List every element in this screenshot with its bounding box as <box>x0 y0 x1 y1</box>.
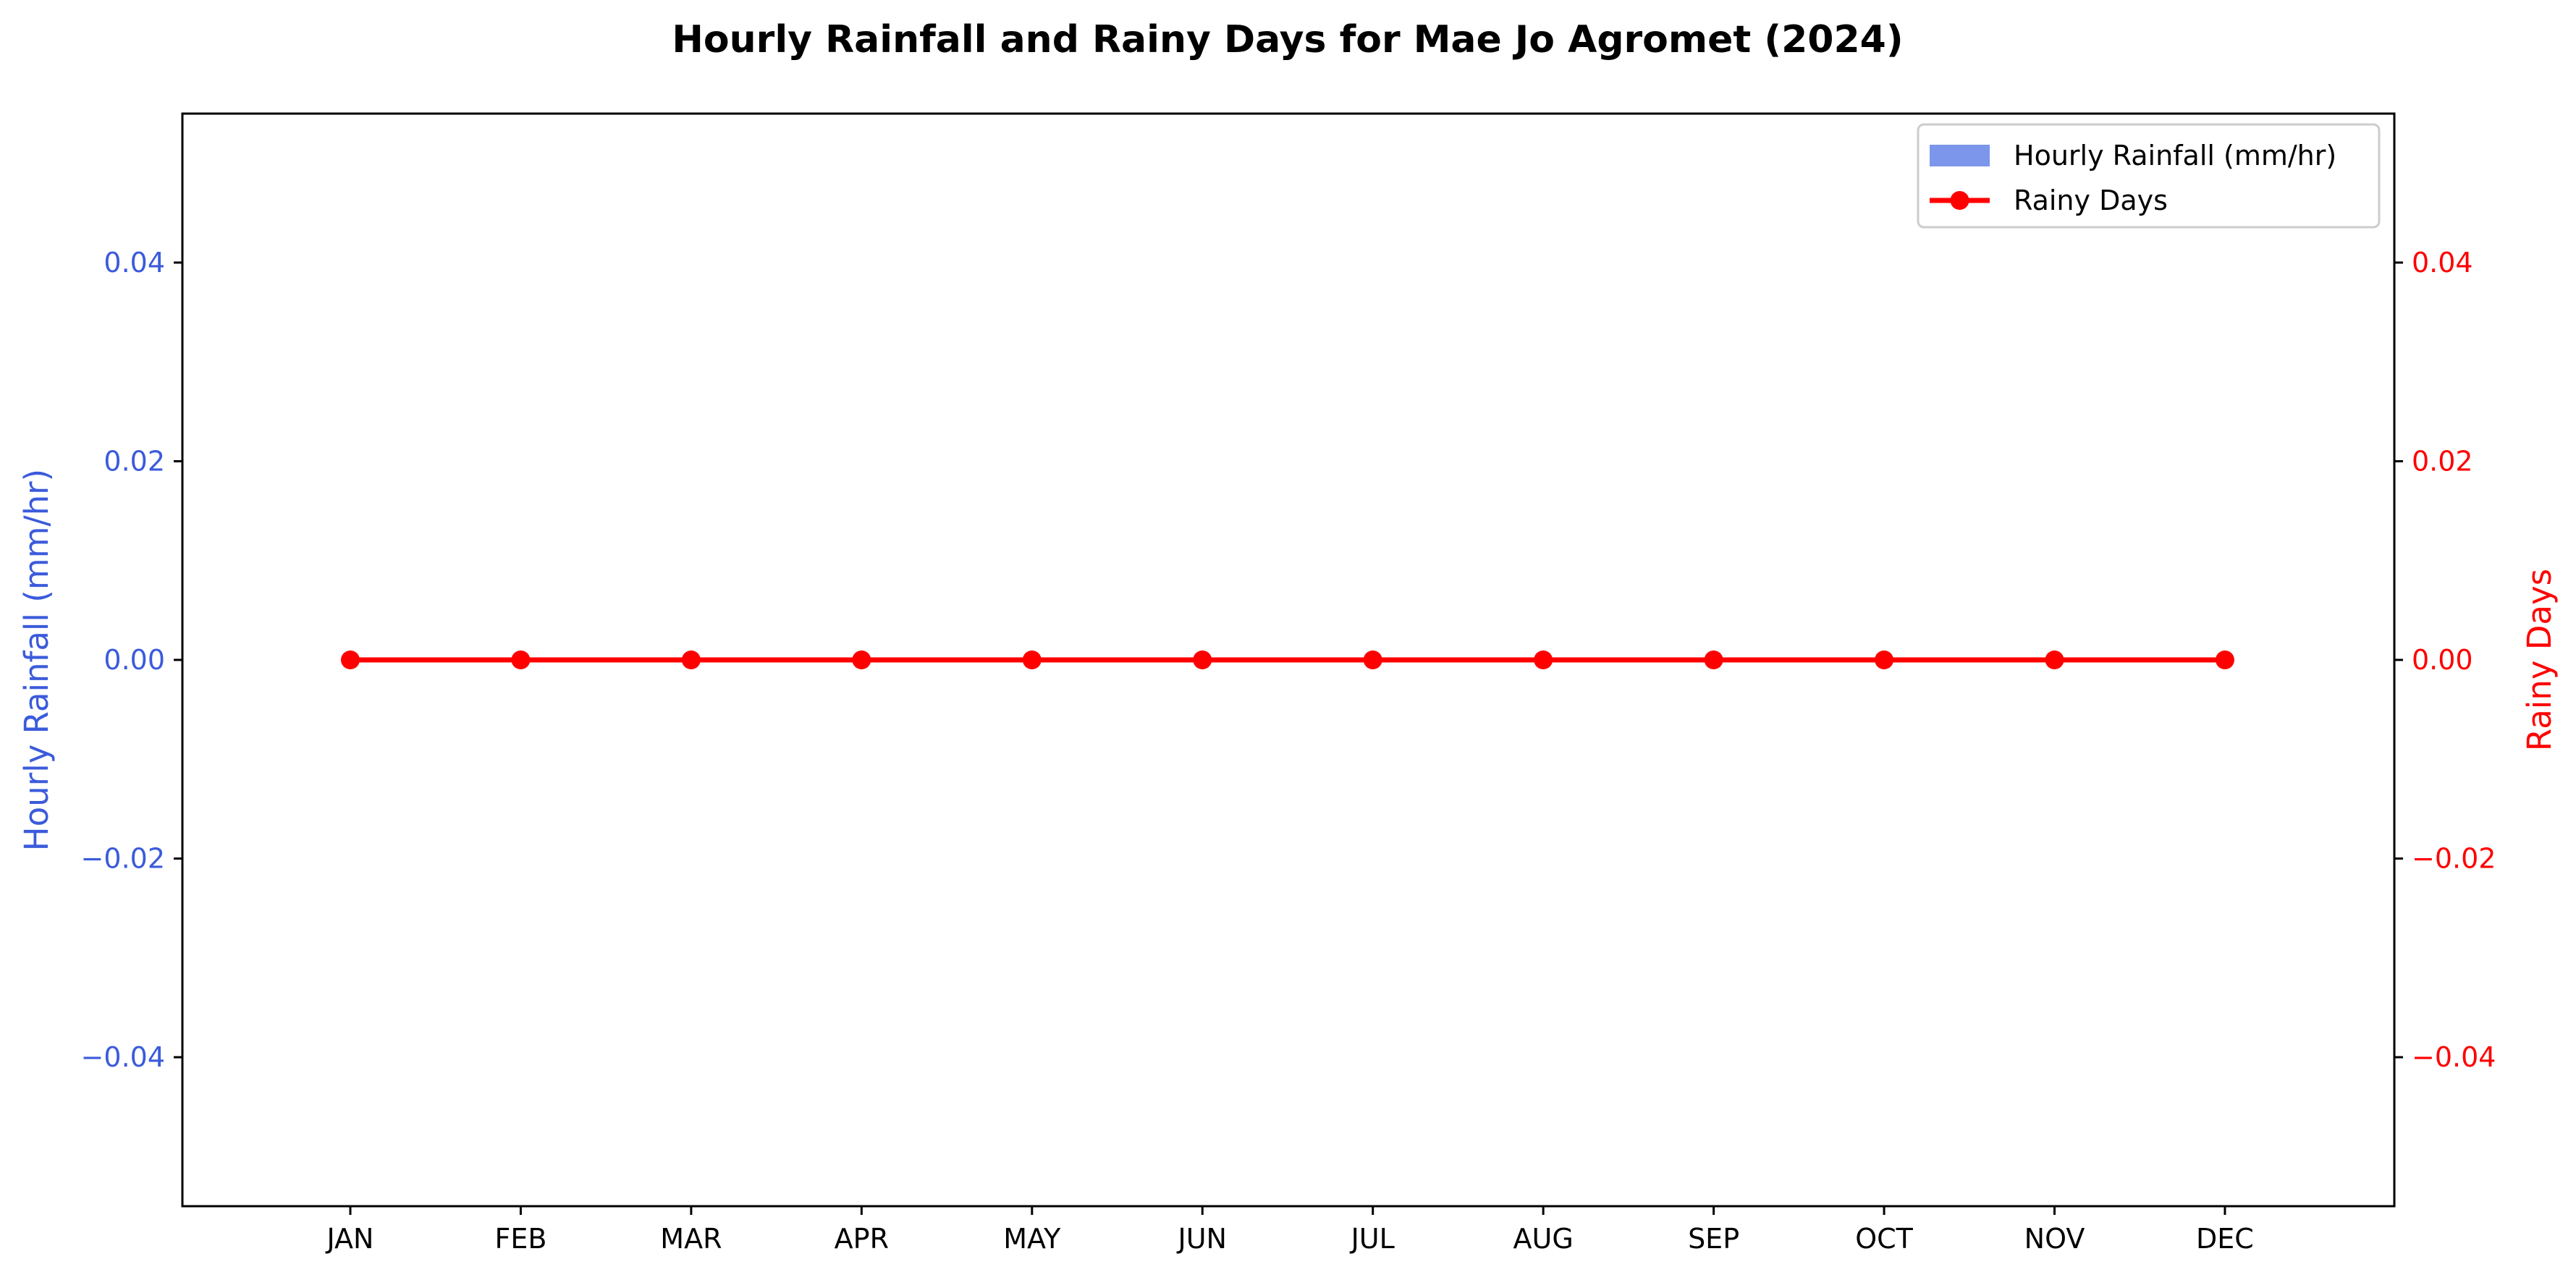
x-tick-label: FEB <box>494 1223 546 1255</box>
y-right-tick-label: −0.02 <box>2412 843 2496 875</box>
rainy-days-point <box>681 650 701 669</box>
y-left-tick-label: −0.02 <box>81 843 165 875</box>
x-tick-label: JAN <box>326 1223 374 1255</box>
x-tick-label: DEC <box>2196 1223 2254 1255</box>
y-axis-right: −0.04 −0.02 0.00 0.02 0.04 <box>2394 247 2496 1073</box>
rainy-days-point <box>1875 650 1894 669</box>
rainy-days-point <box>1704 650 1723 669</box>
x-tick-label: OCT <box>1855 1223 1913 1255</box>
y-left-tick-label: 0.04 <box>104 247 165 279</box>
legend-label-rainfall: Hourly Rainfall (mm/hr) <box>2014 140 2336 171</box>
x-tick-label: JUL <box>1350 1223 1395 1255</box>
x-tick-label: APR <box>835 1223 889 1255</box>
y-right-tick-label: 0.00 <box>2412 644 2473 676</box>
rainy-days-point <box>852 650 871 669</box>
y-right-tick-label: 0.04 <box>2412 247 2473 279</box>
legend-marker-rainy-days <box>1950 191 1969 210</box>
rainy-days-point <box>341 650 360 669</box>
rainy-days-point <box>1022 650 1042 669</box>
x-tick-label: SEP <box>1688 1223 1739 1255</box>
y-left-tick-label: 0.00 <box>104 644 165 676</box>
y-axis-right-label: Rainy Days <box>2520 569 2559 751</box>
y-right-tick-label: −0.04 <box>2412 1041 2496 1073</box>
y-left-tick-label: −0.04 <box>81 1041 165 1073</box>
rainy-days-point <box>511 650 531 669</box>
legend-label-rainy-days: Rainy Days <box>2014 185 2168 216</box>
rainy-days-point <box>2215 650 2234 669</box>
rainy-days-point <box>2045 650 2064 669</box>
y-right-tick-label: 0.02 <box>2412 445 2473 477</box>
x-tick-label: MAR <box>660 1223 722 1255</box>
legend-swatch-rainfall <box>1930 145 1990 166</box>
rainy-days-point <box>1193 650 1212 669</box>
legend: Hourly Rainfall (mm/hr) Rainy Days <box>1917 123 2381 229</box>
legend-box <box>1917 123 2381 229</box>
y-left-tick-label: 0.02 <box>104 445 165 477</box>
x-tick-label: JUN <box>1177 1223 1227 1255</box>
y-axis-left: −0.04 −0.02 0.00 0.02 0.04 <box>81 247 182 1073</box>
y-axis-left-label: Hourly Rainfall (mm/hr) <box>17 469 56 851</box>
chart-title: Hourly Rainfall and Rainy Days for Mae J… <box>672 18 1903 62</box>
rainy-days-point <box>1363 650 1382 669</box>
x-axis: JAN FEB MAR APR MAY JUN JUL AUG SEP OCT NOV DEC <box>326 1206 2254 1255</box>
rainy-days-point <box>1534 650 1553 669</box>
x-tick-label: MAY <box>1003 1223 1061 1255</box>
x-tick-label: AUG <box>1513 1223 1574 1255</box>
rainy-days-line <box>341 650 2234 669</box>
x-tick-label: NOV <box>2024 1223 2085 1255</box>
